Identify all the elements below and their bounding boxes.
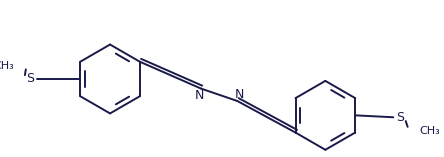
Text: S: S bbox=[27, 73, 35, 85]
Text: N: N bbox=[234, 88, 244, 101]
Text: N: N bbox=[194, 89, 204, 102]
Text: CH₃: CH₃ bbox=[419, 126, 440, 136]
Text: CH₃: CH₃ bbox=[0, 61, 14, 71]
Text: S: S bbox=[396, 111, 404, 124]
